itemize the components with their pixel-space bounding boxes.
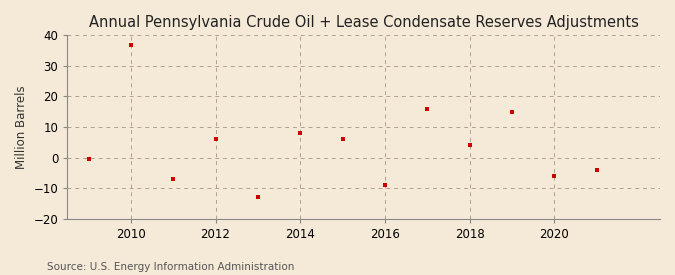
Point xyxy=(168,177,179,181)
Point xyxy=(506,109,517,114)
Point xyxy=(295,131,306,135)
Point xyxy=(422,106,433,111)
Point xyxy=(379,183,390,187)
Title: Annual Pennsylvania Crude Oil + Lease Condensate Reserves Adjustments: Annual Pennsylvania Crude Oil + Lease Co… xyxy=(88,15,639,30)
Point xyxy=(126,42,136,47)
Point xyxy=(549,174,560,178)
Point xyxy=(337,137,348,141)
Text: Source: U.S. Energy Information Administration: Source: U.S. Energy Information Administ… xyxy=(47,262,294,272)
Point xyxy=(252,195,263,200)
Y-axis label: Million Barrels: Million Barrels xyxy=(15,85,28,169)
Point xyxy=(210,137,221,141)
Point xyxy=(591,168,602,172)
Point xyxy=(83,157,94,161)
Point xyxy=(464,143,475,148)
